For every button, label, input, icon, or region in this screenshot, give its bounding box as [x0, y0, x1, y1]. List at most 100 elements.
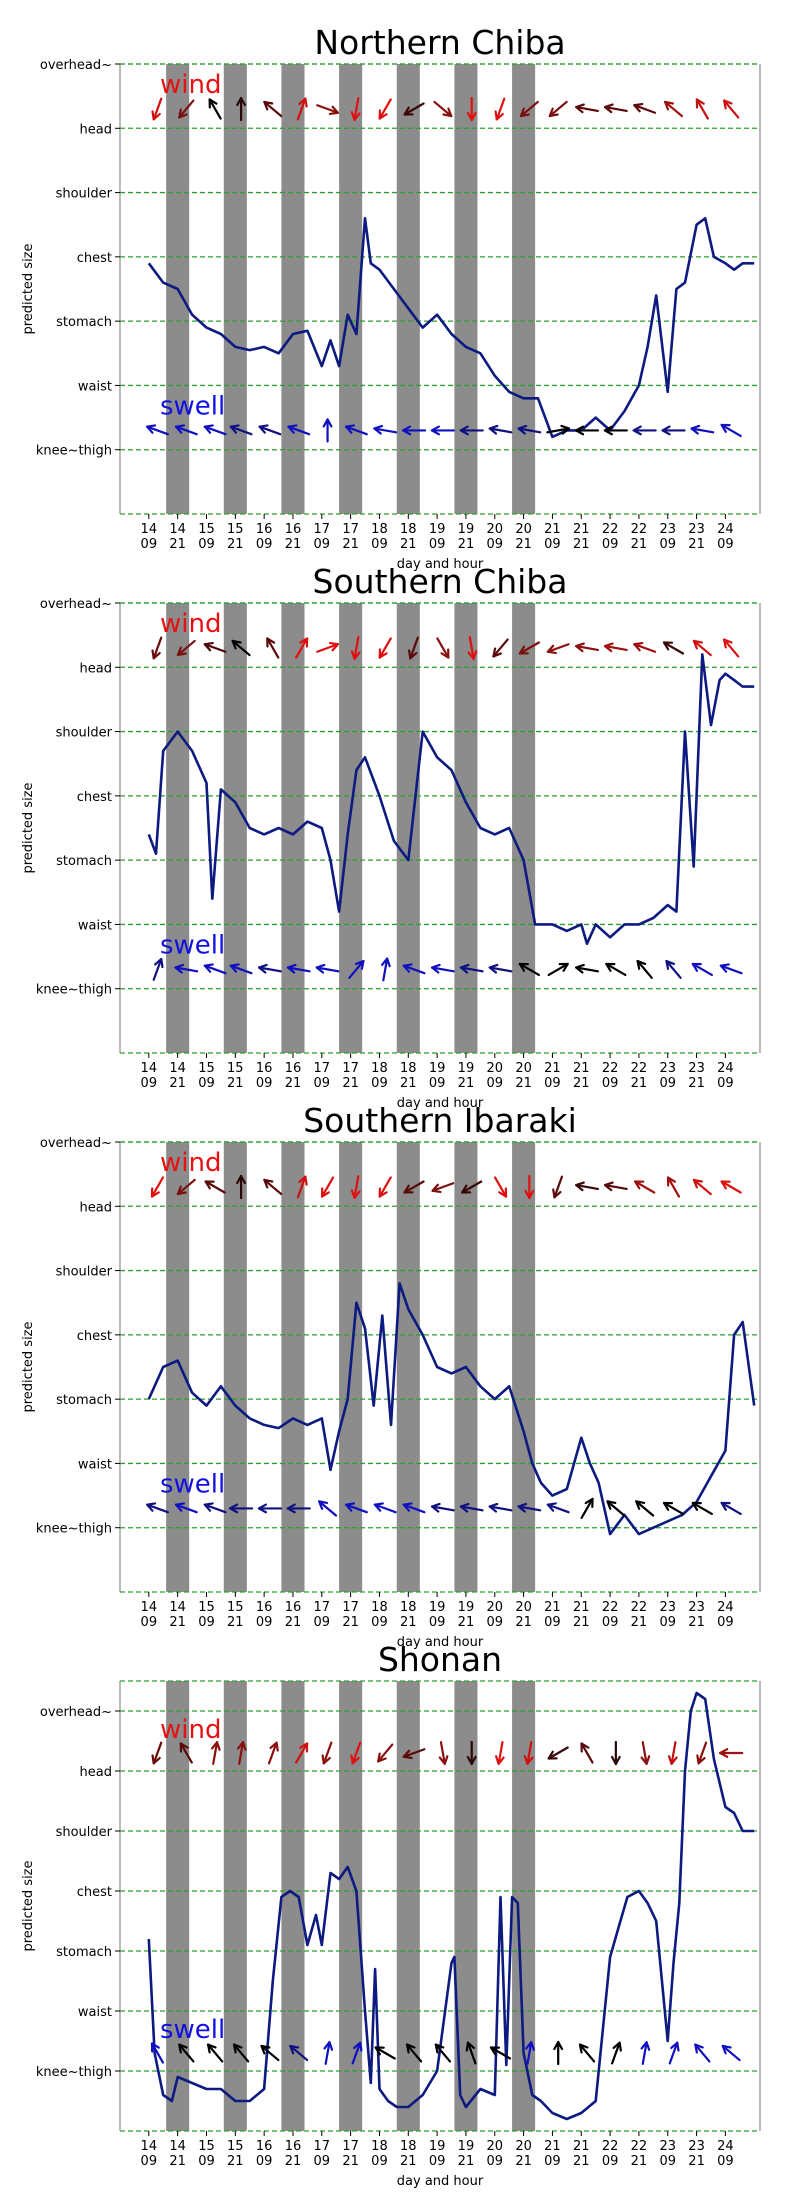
swell-arrow	[286, 963, 311, 974]
y-tick-label: knee~thigh	[36, 983, 112, 998]
x-tick-line: 09	[371, 1076, 388, 1091]
night-band	[166, 1142, 190, 1592]
night-band	[396, 603, 420, 1053]
wind-arrow-head	[548, 107, 559, 118]
wind-arrow	[633, 102, 657, 114]
wind-arrow	[575, 103, 599, 114]
x-tick-line: 09	[141, 2154, 158, 2169]
x-axis-label: day and hour	[397, 1096, 484, 1111]
x-tick-line: 09	[544, 1076, 561, 1091]
swell-arrow-head	[203, 963, 214, 973]
y-tick-label: head	[80, 1200, 112, 1215]
x-tick-label: 21 09	[544, 1600, 561, 1630]
wind-arrow	[524, 1174, 535, 1200]
x-tick-label: 19 21	[458, 522, 475, 552]
x-tick-line: 18	[400, 2139, 417, 2154]
x-tick-line: 16	[256, 1600, 273, 1615]
swell-arrow-head	[430, 425, 441, 436]
swell-arrow-head	[232, 2043, 243, 2054]
swell-arrow-shaft	[344, 425, 368, 436]
swell-arrow-shaft	[152, 957, 163, 981]
wind-arrow-head	[466, 111, 477, 122]
x-tick-line: 09	[487, 1615, 504, 1630]
x-tick-label: 24 09	[717, 1600, 734, 1630]
swell-arrow	[146, 1502, 169, 1514]
swell-arrow-head	[430, 1502, 441, 1513]
wind-arrow-shaft	[468, 636, 475, 660]
night-band	[396, 1681, 420, 2131]
wind-arrow	[493, 1176, 508, 1198]
x-tick-label: 20 09	[487, 1061, 504, 1091]
wind-arrow	[723, 99, 740, 119]
wind-arrow	[350, 1175, 361, 1199]
swell-arrow	[323, 2041, 334, 2065]
swell-arrow-shaft	[518, 962, 540, 977]
wind-arrow-shaft	[378, 98, 392, 120]
x-tick-label: 24 09	[717, 1061, 734, 1091]
swell-arrow	[553, 2040, 564, 2066]
x-tick-line: 21	[285, 2154, 302, 2169]
wind-arrow	[494, 97, 506, 121]
wind-arrow-shaft	[692, 639, 712, 657]
x-tick-line: 16	[256, 2139, 273, 2154]
x-tick-line: 23	[659, 1061, 676, 1076]
wind-arrow-head	[466, 1755, 477, 1766]
wind-arrow-head	[523, 1755, 534, 1765]
swell-arrow	[719, 963, 743, 975]
wind-arrow	[692, 1178, 712, 1196]
swell-arrow-shaft	[402, 1503, 426, 1514]
x-tick-line: 22	[602, 1600, 619, 1615]
x-tick-line: 21	[515, 2154, 532, 2169]
wind-arrow-shaft	[377, 1743, 394, 1763]
y-tick-label: shoulder	[56, 187, 113, 202]
plot-area	[120, 64, 760, 514]
x-tick-line: 19	[458, 1061, 475, 1076]
y-tick-label: stomach	[56, 854, 112, 869]
wind-arrow-head	[603, 642, 614, 653]
x-tick-line: 09	[602, 1076, 619, 1091]
wind-arrow	[438, 1741, 449, 1765]
x-tick-label: 23 09	[659, 1600, 676, 1630]
swell-arrow-head	[694, 2043, 704, 2054]
wind-arrow-shaft	[353, 97, 360, 121]
y-tick-label: chest	[77, 790, 112, 805]
x-tick-line: 09	[314, 1615, 331, 1630]
wind-arrow-head	[440, 648, 450, 659]
x-tick-label: 22 09	[602, 1061, 619, 1091]
swell-arrow	[206, 2043, 224, 2063]
swell-arrow-head	[662, 1501, 674, 1511]
x-tick-line: 21	[573, 1061, 590, 1076]
x-tick-line: 23	[659, 2139, 676, 2154]
x-tick-line: 21	[227, 1076, 244, 1091]
swell-arrow-head	[584, 1497, 594, 1509]
swell-arrow	[150, 2042, 165, 2064]
wind-arrow-head	[431, 1183, 442, 1194]
swell-arrow	[322, 418, 333, 443]
swell-arrow	[488, 1502, 513, 1513]
swell-arrow	[373, 1502, 397, 1514]
x-tick-line: 18	[371, 522, 388, 537]
swell-arrow	[348, 959, 365, 979]
wind-arrow	[210, 1741, 221, 1765]
wind-arrow	[552, 1175, 564, 1199]
x-tick-label: 21 21	[573, 2139, 590, 2169]
swell-arrow-shaft	[150, 2042, 165, 2064]
wind-arrow-shaft	[152, 636, 163, 660]
x-tick-line: 14	[169, 1600, 186, 1615]
wind-arrow	[151, 1741, 163, 1765]
swell-arrow-shaft	[459, 1505, 484, 1512]
x-tick-line: 15	[198, 522, 215, 537]
swell-arrow-shaft	[348, 959, 365, 979]
y-tick-label: overhead~	[40, 597, 112, 612]
wind-arrow-shaft	[402, 1748, 426, 1758]
wind-arrow-head	[236, 96, 247, 107]
wind-label: wind	[160, 1715, 221, 1745]
swell-arrow-shaft	[459, 966, 484, 973]
x-tick-line: 09	[371, 537, 388, 552]
swell-arrow	[203, 424, 227, 436]
x-tick-line: 19	[429, 2139, 446, 2154]
night-band	[396, 1142, 420, 1592]
wind-arrow	[296, 97, 308, 121]
wind-arrow-head	[378, 1187, 388, 1198]
wind-arrow-shaft	[603, 105, 628, 113]
